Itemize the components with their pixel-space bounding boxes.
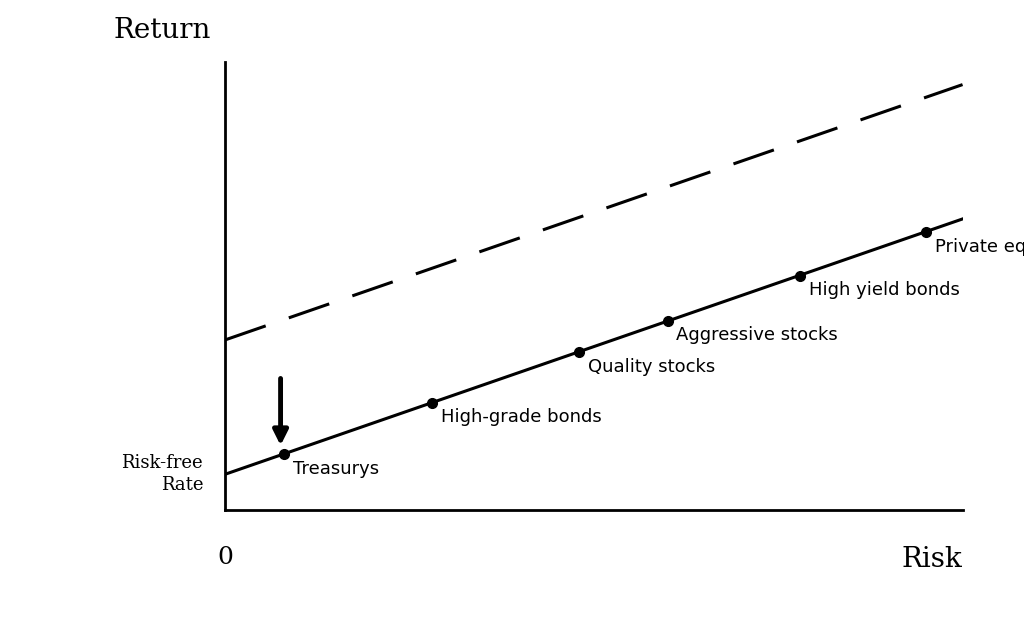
Text: Risk: Risk [902,546,963,573]
Text: Treasurys: Treasurys [293,460,379,478]
Text: High-grade bonds: High-grade bonds [440,408,601,426]
Text: Risk-free
Rate: Risk-free Rate [122,454,203,494]
Text: 0: 0 [217,546,233,569]
Text: High yield bonds: High yield bonds [809,281,961,299]
Text: Return: Return [114,17,211,44]
Text: Aggressive stocks: Aggressive stocks [677,327,839,345]
Text: Private equity: Private equity [935,238,1024,256]
Text: Quality stocks: Quality stocks [588,358,716,376]
